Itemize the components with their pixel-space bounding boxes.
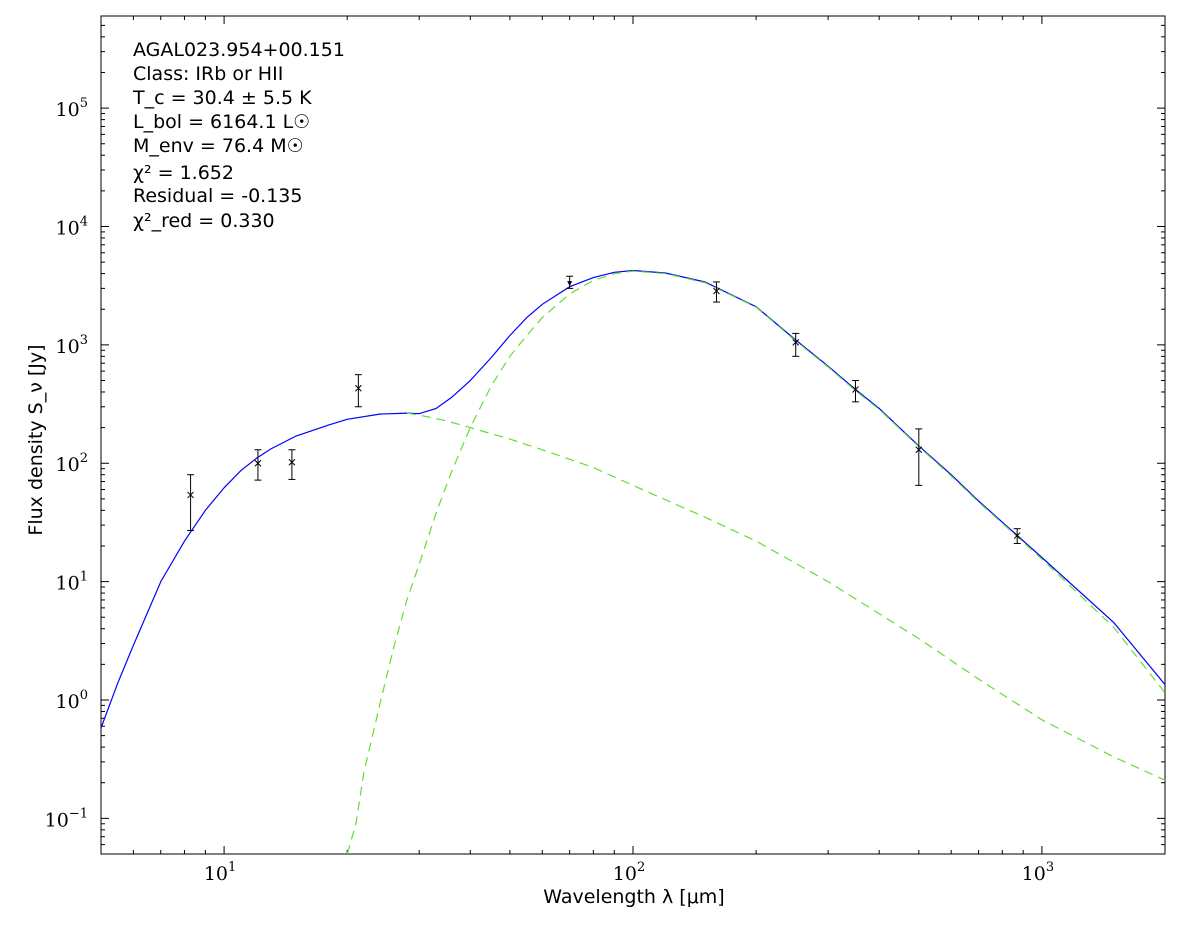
y-tick-label: 102 — [56, 451, 88, 476]
component-curve-2 — [406, 412, 1165, 781]
plot-area — [100, 15, 1166, 855]
y-tick-label: 101 — [56, 570, 88, 595]
data-point — [288, 449, 296, 480]
point-marker — [187, 491, 194, 499]
tc-value: T_c = 30.4 ± 5.5 K — [133, 87, 312, 109]
data-point — [915, 428, 923, 486]
y-tick-label: 105 — [56, 96, 88, 121]
menv-value: M_env = 76.4 M☉ — [133, 135, 304, 157]
y-tick-label: 100 — [56, 688, 88, 713]
point-marker — [288, 458, 296, 466]
model-curves — [101, 269, 1165, 854]
upper-limit-point — [566, 275, 574, 289]
x-axis-label: Wavelength λ [μm] — [543, 886, 725, 908]
point-marker — [792, 339, 800, 346]
x-tick-label: 101 — [204, 860, 236, 885]
axis-ticks: 101 102 103 10−1 100 101 102 103 104 105 — [45, 15, 1166, 885]
source-name: AGAL023.954+00.151 — [133, 39, 345, 61]
data-point — [354, 374, 362, 408]
chi2-value: χ² = 1.652 — [133, 162, 234, 184]
source-class: Class: IRb or HII — [133, 63, 284, 85]
data-point — [187, 474, 195, 532]
point-marker — [254, 459, 262, 467]
data-point — [792, 332, 800, 357]
data-point — [1013, 528, 1021, 544]
lbol-value: L_bol = 6164.1 L☉ — [133, 111, 311, 133]
data-point — [254, 449, 262, 481]
chi2red-value: χ²_red = 0.330 — [133, 210, 275, 232]
x-tick-label: 103 — [1022, 860, 1054, 885]
component-curve-1 — [346, 270, 1165, 854]
point-marker — [852, 386, 859, 393]
total-sed-curve — [101, 269, 1165, 729]
point-marker — [713, 287, 720, 295]
residual-value: Residual = -0.135 — [133, 185, 303, 207]
upper-limit-arrow — [567, 281, 573, 287]
point-marker — [915, 446, 923, 454]
y-tick-label: 103 — [56, 333, 88, 358]
y-tick-label: 104 — [56, 214, 88, 239]
data-point — [712, 281, 720, 303]
point-marker — [1013, 532, 1021, 539]
x-tick-label: 102 — [613, 860, 645, 885]
y-axis-label: Flux density S_ν [Jy] — [25, 344, 47, 536]
y-tick-label: 10−1 — [45, 806, 88, 831]
point-marker — [355, 384, 362, 392]
observations — [187, 275, 1021, 544]
data-point — [851, 379, 859, 403]
